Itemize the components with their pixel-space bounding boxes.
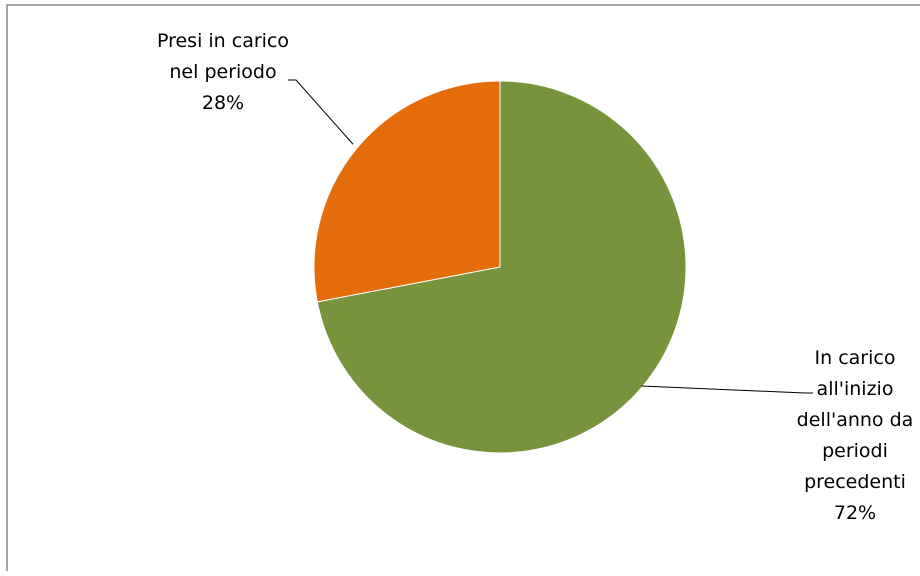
data-label-line: In carico — [815, 347, 896, 369]
data-label-line: all'inizio — [817, 378, 894, 400]
data-label-line: nel periodo — [169, 61, 276, 83]
leader-line-0 — [641, 385, 813, 394]
pie-slice-0 — [316, 80, 687, 454]
pie-slice-1 — [313, 80, 501, 303]
leader-lines-layer — [288, 79, 813, 394]
data-label-line: dell'anno da — [797, 409, 914, 431]
slices-layer — [313, 80, 687, 454]
data-label-1: Presi in carico nel periodo 28% — [157, 30, 289, 114]
data-label-percent: 72% — [834, 502, 876, 524]
data-label-line: precedenti — [804, 471, 906, 493]
leader-line-1 — [288, 79, 354, 145]
data-label-line: Presi in carico — [157, 30, 289, 52]
data-labels-layer: In carico all'inizio dell'anno da periodi pr… — [157, 30, 913, 524]
data-label-0: In carico all'inizio dell'anno da periodi pr… — [797, 347, 914, 524]
data-label-line: periodi — [822, 440, 888, 462]
data-label-percent: 28% — [202, 92, 244, 114]
